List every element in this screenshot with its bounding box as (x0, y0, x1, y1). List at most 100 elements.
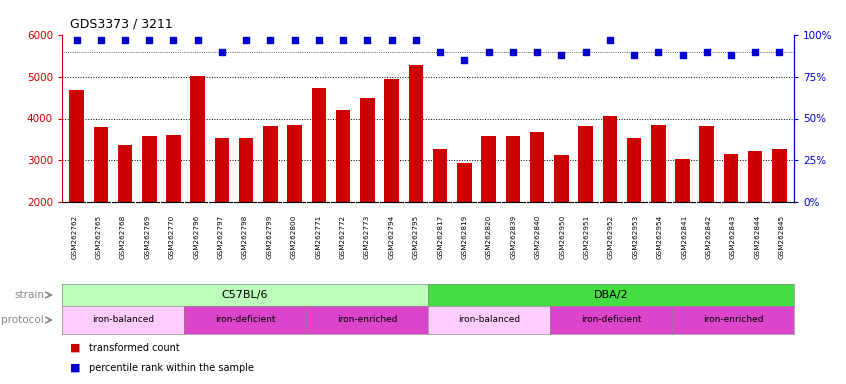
Bar (215, 138, 229, 202)
Point (264, 37, 277, 43)
Point (554, 52, 568, 58)
Bar (336, 110, 350, 202)
Text: GSM262799: GSM262799 (266, 214, 272, 258)
Bar (530, 132, 544, 202)
Point (579, 49, 592, 55)
Point (724, 52, 738, 58)
Point (409, 37, 423, 43)
Text: GSM262845: GSM262845 (779, 214, 785, 258)
Text: GSM262953: GSM262953 (633, 214, 639, 258)
Text: iron-balanced: iron-balanced (458, 316, 520, 324)
Point (191, 37, 205, 43)
Text: GSM262952: GSM262952 (608, 214, 614, 258)
Point (749, 49, 762, 55)
Text: GSM262768: GSM262768 (120, 214, 126, 258)
Text: DBA/2: DBA/2 (594, 290, 629, 300)
Text: GSM262769: GSM262769 (145, 214, 151, 258)
Text: GSM262794: GSM262794 (388, 214, 394, 258)
Text: GSM262773: GSM262773 (364, 214, 370, 258)
Text: protocol: protocol (2, 315, 44, 325)
Text: GSM262842: GSM262842 (706, 214, 711, 258)
Text: GSM262796: GSM262796 (193, 214, 199, 258)
Bar (118, 145, 132, 202)
Bar (311, 88, 327, 202)
Bar (748, 151, 762, 202)
Bar (651, 125, 666, 202)
Point (385, 37, 398, 43)
Text: iron-enriched: iron-enriched (337, 316, 398, 324)
Text: GSM262770: GSM262770 (169, 214, 175, 258)
Text: GSM262954: GSM262954 (656, 214, 662, 258)
Bar (554, 155, 569, 202)
Point (288, 37, 301, 43)
Point (433, 49, 447, 55)
Text: GSM262951: GSM262951 (584, 214, 590, 258)
Text: GSM262797: GSM262797 (217, 214, 223, 258)
Point (360, 37, 374, 43)
Point (118, 37, 132, 43)
Text: GSM262798: GSM262798 (242, 214, 248, 258)
Bar (579, 126, 593, 202)
Text: GSM262817: GSM262817 (437, 214, 443, 258)
Bar (166, 135, 181, 202)
Text: GSM262843: GSM262843 (730, 214, 736, 258)
Point (458, 57, 471, 63)
Text: GSM262844: GSM262844 (755, 214, 761, 258)
Point (69, 37, 83, 43)
Text: GSM262762: GSM262762 (71, 214, 77, 258)
Bar (723, 154, 739, 202)
Text: GSM262795: GSM262795 (413, 214, 419, 258)
Bar (239, 138, 254, 202)
Point (603, 37, 617, 43)
Point (167, 37, 180, 43)
Bar (69, 90, 84, 202)
Text: GSM262841: GSM262841 (681, 214, 687, 258)
Bar (602, 116, 617, 202)
Bar (675, 159, 689, 202)
Text: ■: ■ (70, 343, 81, 353)
Text: transformed count: transformed count (89, 343, 180, 353)
Bar (94, 127, 108, 202)
Bar (772, 149, 787, 202)
Text: GSM262820: GSM262820 (486, 214, 492, 258)
Text: GSM262771: GSM262771 (316, 214, 321, 258)
Bar (700, 126, 714, 202)
Text: iron-deficient: iron-deficient (215, 316, 275, 324)
Point (482, 49, 496, 55)
Point (700, 49, 713, 55)
Point (312, 37, 326, 43)
Bar (288, 125, 302, 202)
Bar (481, 136, 496, 202)
Text: GSM262772: GSM262772 (339, 214, 346, 258)
Point (506, 49, 519, 55)
Text: ■: ■ (70, 363, 81, 373)
Point (239, 37, 253, 43)
Text: GSM262819: GSM262819 (462, 214, 468, 258)
Point (142, 37, 156, 43)
Bar (190, 76, 205, 202)
Bar (409, 66, 423, 202)
Point (627, 52, 640, 58)
Text: iron-balanced: iron-balanced (92, 316, 154, 324)
Text: GSM262765: GSM262765 (96, 214, 102, 258)
Point (94, 37, 107, 43)
Point (530, 49, 544, 55)
Text: percentile rank within the sample: percentile rank within the sample (89, 363, 254, 373)
Bar (360, 98, 375, 202)
Text: GDS3373 / 3211: GDS3373 / 3211 (70, 17, 173, 30)
Bar (433, 149, 448, 202)
Point (772, 49, 786, 55)
Point (651, 49, 665, 55)
Bar (263, 126, 277, 202)
Text: iron-deficient: iron-deficient (580, 316, 641, 324)
Text: GSM262839: GSM262839 (510, 214, 516, 258)
Text: GSM262840: GSM262840 (535, 214, 541, 258)
Bar (506, 136, 520, 202)
Bar (627, 138, 641, 202)
Text: GSM262800: GSM262800 (291, 214, 297, 258)
Bar (142, 136, 157, 202)
Text: GSM262950: GSM262950 (559, 214, 565, 258)
Bar (384, 79, 399, 202)
Text: strain: strain (14, 290, 44, 300)
Text: C57BL/6: C57BL/6 (222, 290, 268, 300)
